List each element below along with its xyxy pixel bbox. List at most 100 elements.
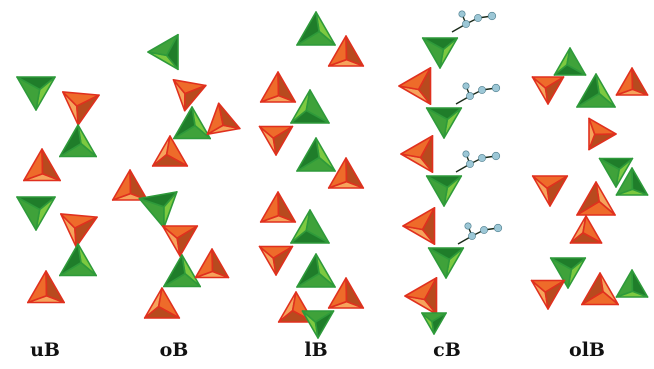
- ligand-atom: [462, 150, 470, 158]
- green-tetrahedron: [549, 257, 587, 289]
- green-tetrahedron: [296, 11, 336, 46]
- label-olB: olB: [569, 339, 605, 361]
- tetra-face: [16, 76, 56, 91]
- tetra-face: [183, 84, 207, 112]
- tetra-face: [277, 191, 297, 223]
- tetra-face: [277, 71, 297, 103]
- tetra-face: [553, 64, 587, 76]
- orange-tetrahedron: [259, 191, 297, 223]
- tetra-face: [345, 157, 365, 189]
- tetra-face: [211, 248, 230, 279]
- green-tetrahedron: [59, 243, 97, 277]
- tetra-face: [423, 277, 438, 315]
- tetra-face: [631, 67, 649, 96]
- ligand-atom: [466, 92, 474, 100]
- orange-tetrahedron: [398, 67, 432, 105]
- green-tetrahedron: [290, 209, 330, 244]
- tetra-face: [217, 102, 241, 130]
- tetra-face: [173, 106, 196, 140]
- tetra-face: [546, 175, 569, 207]
- orange-tetrahedron: [161, 225, 199, 257]
- panel-cB: [398, 10, 503, 335]
- orange-tetrahedron: [576, 181, 616, 216]
- green-tetrahedron: [59, 124, 97, 158]
- tetra-face: [419, 135, 434, 173]
- tetra-face: [631, 269, 649, 298]
- ligand-atom: [474, 14, 482, 22]
- tetra-face: [165, 33, 179, 71]
- ligand-atom: [468, 232, 476, 240]
- green-tetrahedron: [296, 137, 336, 172]
- tetra-face: [45, 270, 65, 304]
- orange-tetrahedron: [61, 91, 100, 126]
- green-tetrahedron: [615, 269, 649, 298]
- tetra-face: [176, 225, 199, 257]
- label-cB: cB: [433, 339, 461, 361]
- label-lB: lB: [304, 339, 327, 361]
- tetra-face: [143, 305, 181, 319]
- tetra-face: [581, 272, 604, 306]
- orange-tetrahedron: [569, 215, 603, 244]
- ligand-atom: [462, 20, 470, 28]
- ligand-atom: [487, 11, 497, 21]
- tetra-face: [427, 247, 465, 261]
- green-tetrahedron: [576, 73, 616, 108]
- tetra-face: [163, 254, 186, 288]
- orange-tetrahedron: [531, 76, 565, 105]
- orange-tetrahedron: [59, 213, 98, 248]
- panel-uB: [16, 76, 100, 304]
- green-tetrahedron: [138, 191, 178, 229]
- tetra-face: [544, 279, 566, 310]
- green-tetrahedron: [173, 106, 211, 140]
- tetra-face: [345, 35, 365, 67]
- orange-tetrahedron: [143, 287, 181, 319]
- tetra-face: [576, 181, 600, 216]
- tetra-face: [272, 125, 294, 156]
- ligand-atom: [458, 10, 466, 18]
- tetra-face: [296, 137, 320, 172]
- green-tetrahedron: [598, 157, 634, 188]
- tetra-face: [290, 109, 330, 124]
- green-tetrahedron: [163, 254, 201, 288]
- tetra-face: [272, 245, 294, 276]
- tetra-face: [425, 107, 463, 121]
- label-oB: oB: [160, 339, 189, 361]
- tetra-face: [588, 133, 617, 151]
- tetra-face: [138, 191, 178, 208]
- green-tetrahedron: [553, 47, 587, 76]
- tetra-face: [544, 76, 565, 105]
- orange-tetrahedron: [615, 67, 649, 96]
- green-tetrahedron: [425, 175, 463, 207]
- label-uB: uB: [30, 339, 60, 361]
- orange-tetrahedron: [588, 117, 617, 151]
- orange-tetrahedron: [327, 277, 365, 309]
- ligand-atom: [464, 222, 472, 230]
- tetra-face: [151, 153, 189, 167]
- ligand-atom: [462, 82, 470, 90]
- orange-tetrahedron: [194, 248, 230, 279]
- tetra-face: [417, 67, 432, 105]
- tetra-face: [290, 229, 330, 244]
- orange-tetrahedron: [259, 71, 297, 103]
- orange-tetrahedron: [258, 245, 294, 276]
- green-tetrahedron: [421, 312, 447, 335]
- ligand-atom: [478, 154, 486, 162]
- orange-tetrahedron: [206, 102, 241, 136]
- green-tetrahedron: [16, 196, 56, 231]
- panel-oB: [111, 33, 241, 319]
- orange-tetrahedron: [327, 35, 365, 67]
- tetra-face: [421, 37, 459, 51]
- orange-tetrahedron: [404, 277, 438, 315]
- tetra-face: [59, 243, 82, 277]
- ligand-atom: [478, 86, 486, 94]
- panel-lB: [258, 11, 365, 339]
- ligand-atom: [466, 160, 474, 168]
- tetra-face: [598, 157, 634, 171]
- tetra-face: [16, 196, 56, 211]
- orange-tetrahedron: [327, 157, 365, 189]
- tetra-face: [314, 310, 335, 339]
- green-tetrahedron: [421, 37, 459, 69]
- tetra-face: [277, 309, 315, 323]
- panel-olB: [530, 47, 649, 310]
